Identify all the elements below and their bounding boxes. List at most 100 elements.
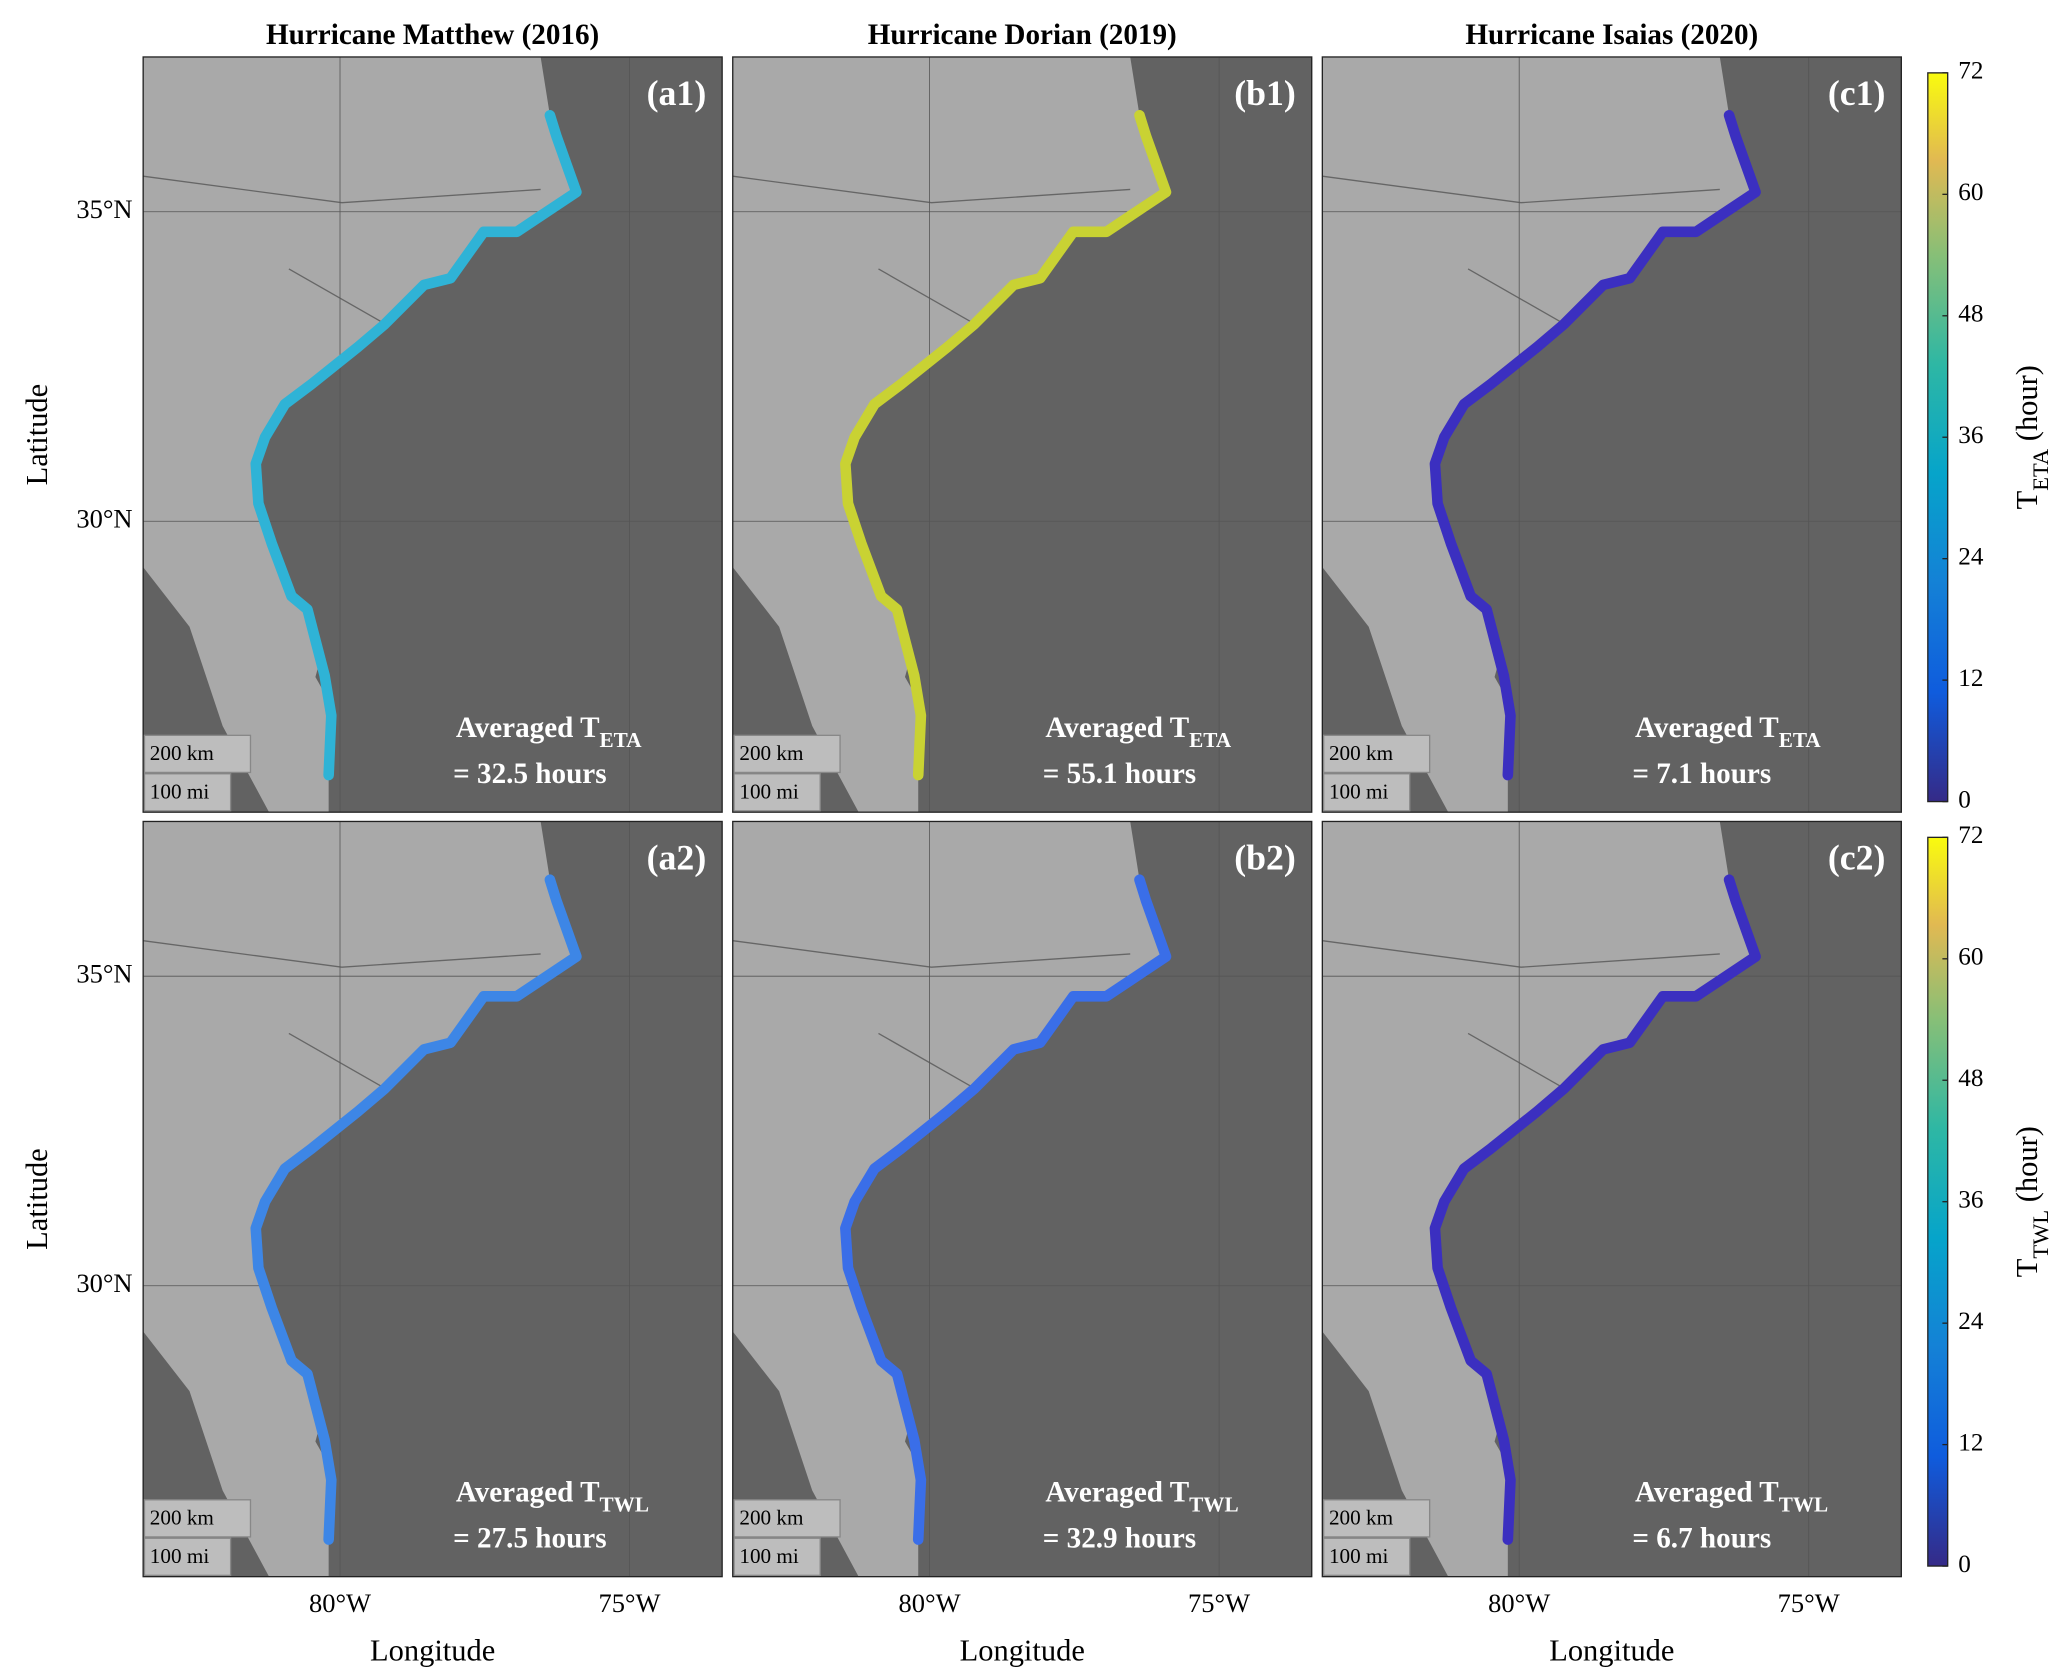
colorbar-tick-label: 48 bbox=[1958, 1065, 1983, 1092]
colorbar-label-unit: (hour) bbox=[2010, 1126, 2044, 1210]
scale-box bbox=[733, 734, 841, 774]
state-border bbox=[143, 175, 541, 204]
colorbar-label-subscript: ETA bbox=[2028, 448, 2053, 491]
colorbar-label-subscript: TWL bbox=[2028, 1210, 2053, 1259]
scale-box bbox=[1322, 734, 1431, 774]
panel-label: (c1) bbox=[1828, 73, 1886, 113]
scale-box bbox=[143, 1537, 232, 1576]
averaged-subscript: ETA bbox=[1189, 728, 1232, 752]
panel-label: (a2) bbox=[647, 837, 707, 877]
averaged-value: = 32.5 hours bbox=[453, 758, 606, 790]
lon-tick-label: 75°W bbox=[1188, 1588, 1250, 1618]
state-border bbox=[143, 940, 541, 968]
scale-label: 100 mi bbox=[1329, 1544, 1389, 1568]
lat-tick-label: 35°N bbox=[76, 958, 132, 988]
averaged-value: = 55.1 hours bbox=[1043, 758, 1196, 790]
lon-tick-label: 75°W bbox=[1778, 1588, 1840, 1618]
panel-label: (c2) bbox=[1828, 837, 1886, 877]
frame bbox=[142, 56, 723, 813]
colorbar-label-main: T bbox=[2010, 1258, 2044, 1277]
lon-tick-label: 75°W bbox=[598, 1588, 660, 1618]
averaged-value: = 27.5 hours bbox=[453, 1523, 606, 1555]
panel-label: (b1) bbox=[1234, 73, 1296, 113]
averaged-value: = 6.7 hours bbox=[1632, 1523, 1771, 1555]
scale-box bbox=[733, 773, 821, 812]
state-border bbox=[1467, 1032, 1562, 1088]
averaged-label: Averaged TTWL bbox=[1635, 1476, 1828, 1516]
averaged-text: Averaged T bbox=[456, 712, 600, 744]
panel-label: (a1) bbox=[647, 73, 707, 113]
y-axis-label: Latitude bbox=[20, 1148, 54, 1250]
averaged-label: Averaged TETA bbox=[1635, 712, 1821, 752]
averaged-subscript: ETA bbox=[1779, 728, 1822, 752]
averaged-subscript: TWL bbox=[600, 1492, 649, 1516]
coastal-points bbox=[840, 874, 1172, 1545]
scale-label: 100 mi bbox=[739, 1544, 799, 1568]
state-border bbox=[732, 175, 1131, 204]
state-border bbox=[1467, 268, 1562, 323]
frame bbox=[1321, 820, 1902, 1578]
colorbar-tick-label: 12 bbox=[1958, 1429, 1983, 1456]
colorbar-label: TTWL (hour) bbox=[2010, 1126, 2053, 1277]
averaged-text: Averaged T bbox=[1635, 1476, 1779, 1508]
column-title: Hurricane Matthew (2016) bbox=[266, 19, 599, 51]
map-panel: (c1) Averaged TETA = 7.1 hours 200 km 100 mi bbox=[1321, 56, 1902, 813]
scale-label: 200 km bbox=[150, 1506, 215, 1530]
lon-tick-label: 80°W bbox=[1488, 1588, 1550, 1618]
state-border bbox=[732, 940, 1131, 968]
scale-label: 100 mi bbox=[739, 779, 799, 803]
state-border bbox=[878, 268, 972, 323]
scale-box bbox=[1322, 1537, 1411, 1576]
colorbar-tick-label: 0 bbox=[1958, 786, 1971, 813]
averaged-label: Averaged TETA bbox=[1045, 712, 1231, 752]
colorbar-tick-label: 36 bbox=[1958, 422, 1983, 449]
scale-box bbox=[733, 1537, 821, 1576]
state-border bbox=[1322, 940, 1720, 968]
x-axis-label: Longitude bbox=[370, 1634, 495, 1668]
averaged-label: Averaged TTWL bbox=[1045, 1476, 1238, 1516]
averaged-text: Averaged T bbox=[1635, 712, 1779, 744]
state-border bbox=[1322, 175, 1720, 204]
scale-box bbox=[1322, 1499, 1431, 1538]
lat-tick-label: 30°N bbox=[76, 1268, 132, 1298]
lon-tick-label: 80°W bbox=[899, 1588, 961, 1618]
colorbar-tick-label: 36 bbox=[1958, 1186, 1983, 1213]
lat-tick-label: 30°N bbox=[76, 503, 132, 533]
colorbar-tick-label: 60 bbox=[1958, 179, 1983, 206]
coastal-points bbox=[1429, 109, 1761, 781]
scale-label: 200 km bbox=[739, 741, 804, 765]
scale-box bbox=[733, 1499, 841, 1538]
colorbar-tick-label: 12 bbox=[1958, 665, 1983, 692]
scale-label: 200 km bbox=[739, 1506, 804, 1530]
colorbar-tick-label: 0 bbox=[1958, 1551, 1971, 1578]
lat-tick-label: 35°N bbox=[76, 194, 132, 224]
averaged-value: = 32.9 hours bbox=[1043, 1523, 1196, 1555]
averaged-label: Averaged TTWL bbox=[456, 1476, 649, 1516]
x-axis-label: Longitude bbox=[1549, 1634, 1674, 1668]
scale-label: 200 km bbox=[1329, 741, 1394, 765]
colorbar-tick-label: 72 bbox=[1958, 822, 1983, 849]
frame bbox=[1321, 56, 1902, 813]
map-panel: (a1) Averaged TETA = 32.5 hours 200 km 100 m… bbox=[142, 56, 723, 813]
state-border bbox=[878, 1032, 972, 1088]
frame bbox=[142, 820, 723, 1578]
map-panel: (b2) Averaged TTWL = 32.9 hours 200 km 100 m… bbox=[732, 820, 1313, 1578]
state-border bbox=[288, 1032, 382, 1088]
colorbar-tick-label: 24 bbox=[1958, 543, 1984, 570]
scale-box bbox=[143, 734, 252, 774]
column-title: Hurricane Dorian (2019) bbox=[868, 19, 1177, 51]
scale-label: 200 km bbox=[1329, 1506, 1394, 1530]
colorbar-tick-label: 60 bbox=[1958, 944, 1983, 971]
coastal-points bbox=[250, 874, 582, 1545]
scale-box bbox=[143, 1499, 252, 1538]
column-title: Hurricane Isaias (2020) bbox=[1465, 19, 1758, 51]
averaged-text: Averaged T bbox=[1045, 712, 1189, 744]
averaged-value: = 7.1 hours bbox=[1632, 758, 1771, 790]
y-axis-label: Latitude bbox=[20, 384, 54, 486]
colorbar-tick-label: 72 bbox=[1958, 58, 1983, 85]
scale-box bbox=[143, 773, 232, 812]
colorbar-label-main: T bbox=[2010, 490, 2044, 509]
colorbar-label-unit: (hour) bbox=[2010, 365, 2044, 449]
colorbar-tick-label: 24 bbox=[1958, 1308, 1984, 1335]
